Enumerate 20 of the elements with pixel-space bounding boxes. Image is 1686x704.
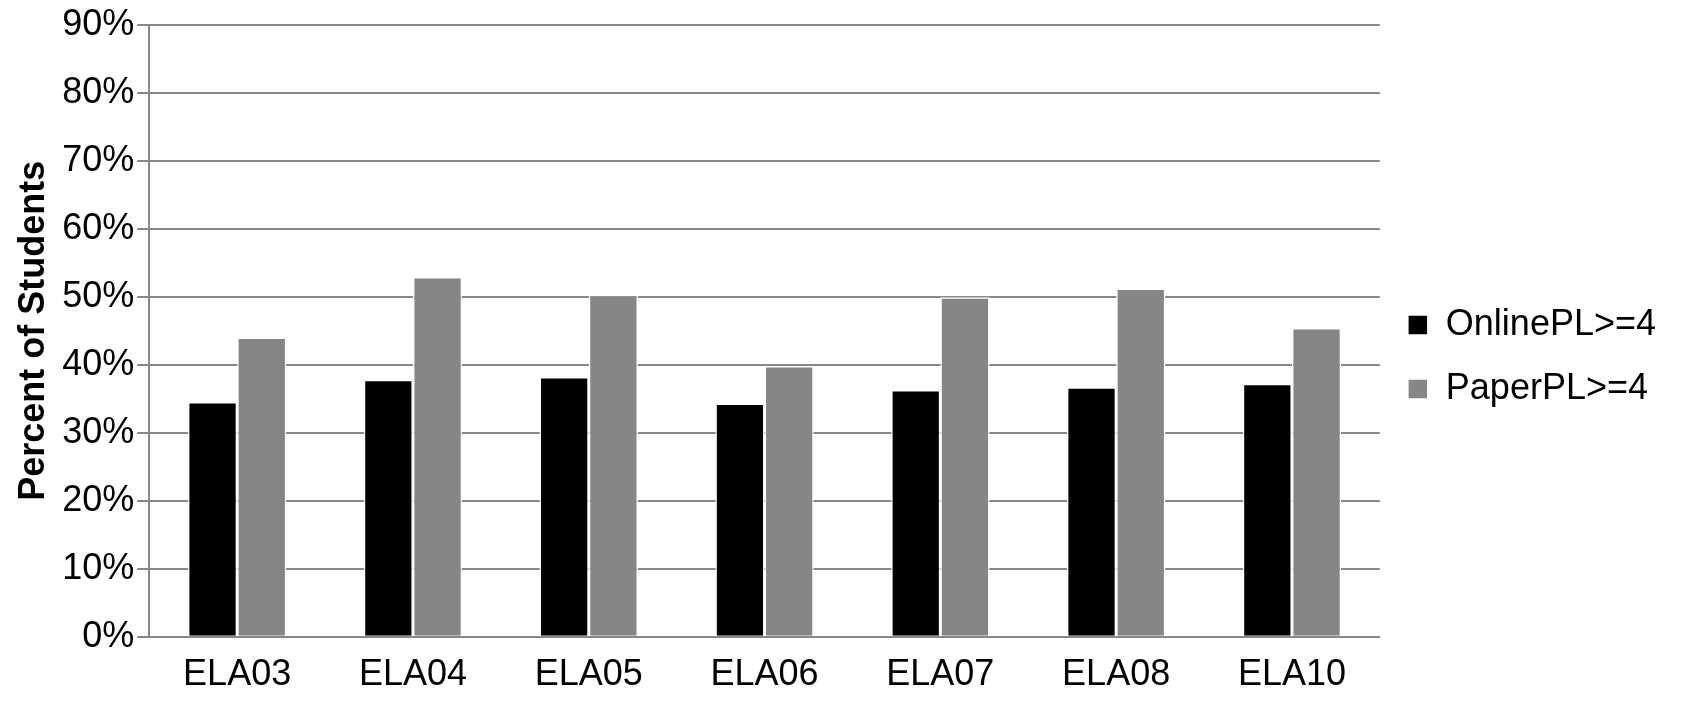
x-tick-label: ELA04 [358, 652, 467, 694]
x-tick-label: ELA06 [710, 652, 819, 694]
y-tick-label: 10% [62, 545, 135, 587]
x-tick-label: ELA10 [1237, 652, 1346, 694]
legend-label: OnlinePL>=4 [1445, 301, 1657, 343]
x-tick-label: ELA08 [1062, 652, 1171, 694]
y-tick-label: 80% [62, 69, 135, 111]
y-tick-label: 50% [62, 273, 135, 315]
legend-label: PaperPL>=4 [1445, 365, 1649, 407]
y-axis-title: Percent of Students [10, 160, 52, 501]
x-tick-label: ELA07 [886, 652, 995, 694]
y-tick-label: 90% [62, 1, 135, 43]
y-tick-label: 0% [82, 613, 135, 655]
y-tick-label: 20% [62, 477, 135, 519]
y-tick-label: 40% [62, 341, 135, 383]
y-tick-label: 70% [62, 137, 135, 179]
x-tick-label: ELA05 [534, 652, 643, 694]
y-tick-label: 30% [62, 409, 135, 451]
x-tick-label: ELA03 [183, 652, 292, 694]
y-tick-label: 60% [62, 205, 135, 247]
